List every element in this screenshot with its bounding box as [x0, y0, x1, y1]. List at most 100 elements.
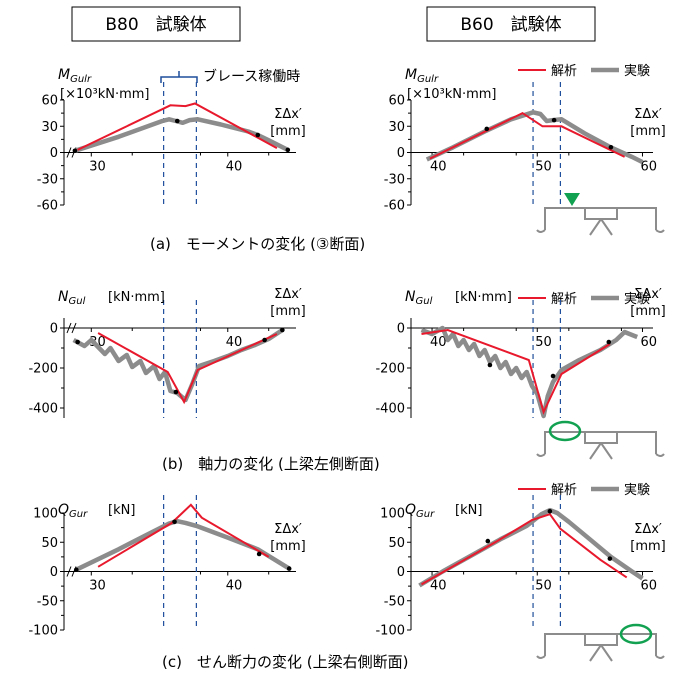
y-axis-label-sub: Gulr — [70, 74, 92, 85]
data-point-marker — [172, 519, 177, 525]
data-point-marker — [547, 508, 553, 514]
data-point-marker — [285, 147, 291, 153]
x-axis-unit: [mm] — [270, 124, 305, 139]
legend-experiment-label: 実験 — [624, 291, 650, 307]
y-axis-unit: [kN·mm] — [455, 290, 512, 305]
y-tick-label: 30 — [41, 120, 58, 135]
x-axis-label: ΣΔx′ — [634, 522, 662, 537]
x-tick-label: 30 — [89, 160, 106, 175]
chart-moment-b80: 60 30 0 -30 -60 30 40 MGulr [×10³kN·mm] ΣΔx′ [mm] — [37, 67, 306, 214]
y-axis-label-sub: Gur — [416, 509, 435, 520]
series-line-experiment — [425, 110, 644, 165]
data-point-marker — [262, 337, 267, 343]
legend-analysis-label: 解析 — [551, 64, 577, 79]
chart-shear-b60: 100 50 0 -50 -100 40 50 60 QGur [kN] ΣΔx′ [mm] — [375, 495, 666, 639]
y-axis-label: QGur — [405, 502, 435, 520]
data-point-marker — [551, 117, 557, 123]
y-tick-label: -60 — [384, 199, 405, 214]
x-tick-label: 40 — [226, 160, 243, 175]
x-tick-label: 30 — [89, 579, 106, 594]
y-tick-label: -50 — [384, 594, 405, 609]
series-line-analysis — [421, 513, 628, 586]
title-b80-box: B80 試験体 — [71, 6, 241, 42]
data-point-marker — [75, 339, 80, 345]
brace-annotation: ブレース稼働時 — [160, 68, 300, 85]
data-point-marker — [173, 389, 179, 395]
y-axis-label-sub: Gur — [69, 509, 88, 520]
y-tick-label: 0 — [50, 146, 58, 161]
y-tick-label: 30 — [388, 120, 405, 135]
y-axis-unit: [×10³kN·mm] — [60, 87, 150, 102]
data-point-marker — [255, 132, 261, 138]
frame-icon-b — [536, 420, 665, 460]
x-tick-label: 50 — [535, 579, 552, 594]
y-axis-label-sub: Gulr — [417, 74, 439, 85]
y-tick-label: -400 — [375, 402, 405, 417]
data-point-marker — [550, 373, 556, 379]
y-axis-label-sub: Gul — [68, 296, 85, 307]
legend-a: 解析 実験 — [518, 63, 650, 79]
series-line-experiment — [420, 325, 639, 419]
x-axis-unit: [mm] — [630, 124, 665, 139]
data-point-marker — [606, 339, 612, 345]
legend-experiment-label: 実験 — [624, 63, 650, 79]
y-axis-label: NGul — [58, 289, 86, 307]
caption-b: (b) 軸力の変化 (上梁左側断面) — [162, 455, 380, 473]
y-tick-label: -400 — [28, 402, 58, 417]
y-axis-unit: [kN] — [108, 503, 135, 518]
x-tick-label: 40 — [430, 335, 447, 350]
y-axis-label: NGul — [405, 289, 433, 307]
brace-bracket — [160, 71, 198, 83]
y-tick-label: 0 — [50, 565, 58, 580]
y-tick-label: 0 — [397, 146, 405, 161]
series-line-analysis — [97, 332, 278, 405]
data-point-marker — [73, 567, 79, 573]
data-point-marker — [487, 362, 493, 368]
y-axis-label-sub: Gul — [415, 296, 432, 307]
section-marker-triangle — [564, 193, 580, 206]
y-tick-label: 50 — [388, 536, 405, 551]
x-axis-label: ΣΔx′ — [634, 287, 662, 302]
y-tick-label: -60 — [37, 199, 58, 214]
y-tick-label: 60 — [388, 94, 405, 109]
data-point-marker — [484, 126, 490, 132]
caption-a: (a) モーメントの変化 (③断面) — [150, 235, 365, 253]
x-axis-label: ΣΔx′ — [274, 107, 302, 122]
x-tick-label: 30 — [89, 335, 106, 350]
y-tick-label: -100 — [28, 624, 58, 639]
x-axis-unit: [mm] — [630, 539, 665, 554]
y-axis-label: MGulr — [405, 67, 439, 85]
x-tick-label: 40 — [226, 579, 243, 594]
x-axis-unit: [mm] — [630, 304, 665, 319]
chart-axial-b80: 0 -200 -400 30 40 NGul [kN·mm] ΣΔx′ [mm] — [28, 287, 306, 418]
data-point-marker — [485, 538, 491, 544]
data-point-marker — [286, 566, 292, 571]
series-line-experiment — [75, 518, 291, 572]
title-b80: B80 試験体 — [105, 15, 206, 35]
y-axis-label: MGulr — [58, 67, 92, 85]
section-marker-ellipse — [619, 623, 653, 645]
data-point-marker — [72, 148, 78, 154]
frame-icon-c — [536, 623, 665, 662]
title-b60-box: B60 試験体 — [426, 6, 596, 42]
legend-b: 解析 実験 — [518, 291, 650, 307]
y-tick-label: 100 — [33, 507, 58, 522]
x-tick-label: 40 — [226, 335, 243, 350]
y-tick-label: -30 — [37, 172, 58, 187]
title-b60: B60 試験体 — [460, 15, 561, 35]
series-line-analysis — [97, 503, 270, 568]
y-tick-label: 60 — [41, 94, 58, 109]
data-point-marker — [256, 551, 262, 557]
x-tick-label: 60 — [640, 335, 657, 350]
y-tick-label: -200 — [375, 362, 405, 377]
series-line-analysis — [77, 102, 278, 151]
caption-c: (c) せん断力の変化 (上梁右側断面) — [162, 653, 408, 671]
x-tick-label: 50 — [535, 160, 552, 175]
data-point-marker — [280, 327, 285, 333]
data-point-marker — [174, 118, 180, 124]
y-tick-label: 50 — [41, 536, 58, 551]
y-axis-unit: [×10³kN·mm] — [407, 87, 497, 102]
y-axis-label: QGur — [58, 502, 88, 520]
